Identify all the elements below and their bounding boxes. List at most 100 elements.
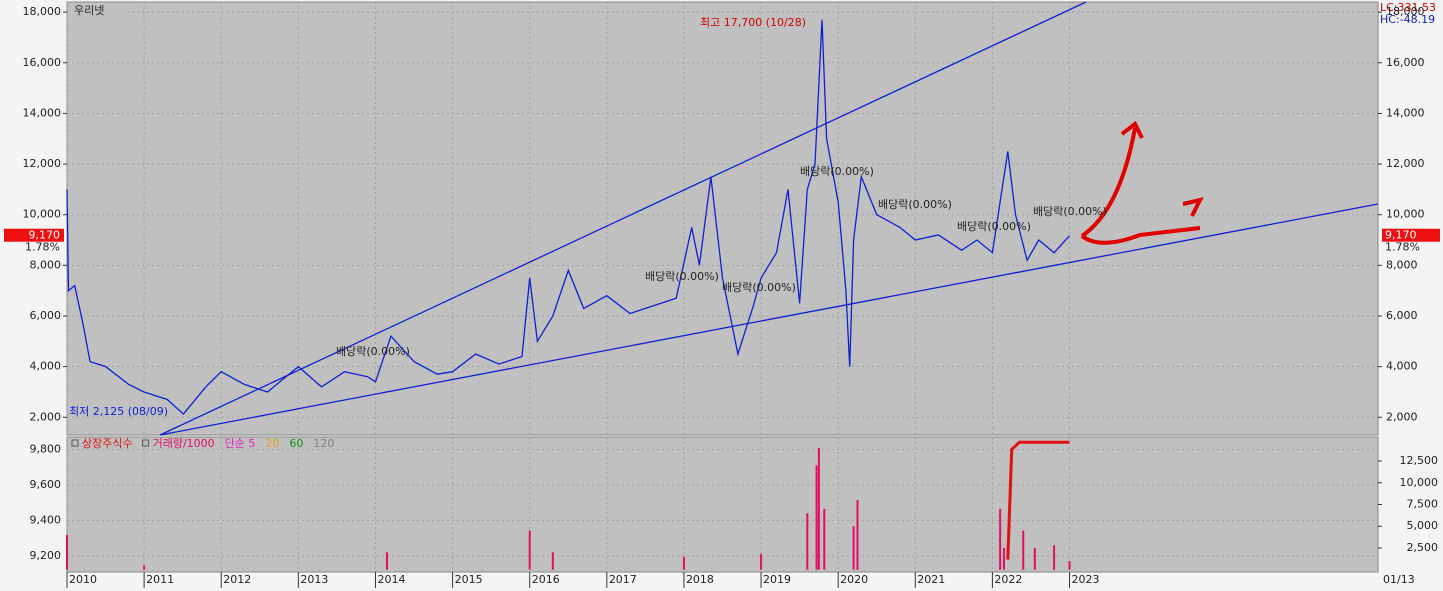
y-tick-label: 16,000 xyxy=(1386,56,1425,69)
x-tick-label: 2018 xyxy=(686,573,714,586)
dividend-label: 배당락(0.00%) xyxy=(645,270,719,283)
volume-bar xyxy=(856,500,859,570)
x-tick-label: 2019 xyxy=(763,573,791,586)
x-tick-label: 2020 xyxy=(840,573,868,586)
x-tick-label: 2014 xyxy=(377,573,405,586)
trend-line xyxy=(159,203,1379,436)
y-tick-label: 8,000 xyxy=(30,258,62,271)
x-tick-label: 2015 xyxy=(455,573,483,586)
trend-line xyxy=(159,1,1087,436)
shares-line xyxy=(1006,440,1070,560)
volume-bar xyxy=(1022,530,1025,570)
y-tick-label: 9,400 xyxy=(30,513,62,526)
y2-tick-label: 10,000 xyxy=(1400,476,1439,489)
y2-tick-label: 2,500 xyxy=(1407,541,1439,554)
volume-bar xyxy=(760,554,763,570)
x-tick-label: 2016 xyxy=(532,573,560,586)
dividend-label: 배당락(0.00%) xyxy=(957,220,1031,233)
y2-tick-label: 5,000 xyxy=(1407,519,1439,532)
y2-tick-label: 12,500 xyxy=(1400,454,1439,467)
x-tick-label: 2023 xyxy=(1072,573,1100,586)
legend-swatch xyxy=(142,439,150,447)
volume-bar xyxy=(806,513,809,570)
price-line xyxy=(66,19,1070,416)
volume-panel xyxy=(66,436,1379,573)
last-price-box xyxy=(1382,228,1440,242)
hand-arrow xyxy=(1120,120,1144,139)
x-tick-label: 2021 xyxy=(917,573,945,586)
volume-bar xyxy=(143,565,146,570)
x-tick-label: 2010 xyxy=(69,573,97,586)
volume-bar xyxy=(823,508,826,570)
y-tick-label: 2,000 xyxy=(1386,410,1418,423)
volume-bar xyxy=(999,508,1002,570)
volume-bar xyxy=(682,556,685,570)
high-label: 최고 17,700 (10/28) xyxy=(700,16,806,29)
volume-bar xyxy=(815,465,818,570)
change-label: 1.78% xyxy=(25,241,60,254)
y-tick-label: 4,000 xyxy=(1386,360,1418,373)
y-tick-label: 16,000 xyxy=(23,56,62,69)
last-price-label: 9,170 xyxy=(29,229,61,242)
y-tick-label: 9,600 xyxy=(30,478,62,491)
lc-label: LC:331.53 xyxy=(1380,1,1436,14)
dividend-label: 배당락(0.00%) xyxy=(878,198,952,211)
volume-bar xyxy=(528,530,531,570)
y-tick-label: 14,000 xyxy=(1386,106,1425,119)
y-tick-label: 18,000 xyxy=(23,5,62,18)
y-tick-label: 12,000 xyxy=(23,157,62,170)
legend-label: 상장주식수 xyxy=(82,437,133,450)
volume-bar xyxy=(1002,547,1005,570)
x-tick-label: 2017 xyxy=(609,573,637,586)
x-tick-label: 2011 xyxy=(146,573,174,586)
volume-bar xyxy=(817,447,820,570)
y-tick-label: 12,000 xyxy=(1386,157,1425,170)
y-tick-label: 8,000 xyxy=(1386,258,1418,271)
x-tick-label: 2013 xyxy=(300,573,328,586)
chart-title: 우리넷 xyxy=(74,4,104,17)
legend-swatch xyxy=(71,439,79,447)
hand-arrow xyxy=(1080,127,1137,238)
y2-tick-label: 7,500 xyxy=(1407,498,1439,511)
last-price-label: 9,170 xyxy=(1385,229,1417,242)
y-tick-label: 6,000 xyxy=(30,309,62,322)
date-label: 01/13 xyxy=(1383,573,1415,586)
volume-bar xyxy=(1068,561,1071,570)
legend-label: 단순 5 xyxy=(225,437,256,450)
dividend-label: 배당락(0.00%) xyxy=(336,345,410,358)
marks xyxy=(66,19,1071,570)
x-tick-label: 2012 xyxy=(223,573,251,586)
legend-label: 60 xyxy=(289,437,303,450)
volume-bar xyxy=(1053,545,1056,570)
x-tick-label: 2022 xyxy=(994,573,1022,586)
legend-label: 120 xyxy=(313,437,334,450)
legend-label: 20 xyxy=(265,437,279,450)
volume-bar xyxy=(551,552,554,570)
y-tick-label: 9,200 xyxy=(30,549,62,562)
y-tick-label: 14,000 xyxy=(23,106,62,119)
dividend-label: 배당락(0.00%) xyxy=(722,281,796,294)
volume-bar xyxy=(66,534,68,570)
dividend-label: 배당락(0.00%) xyxy=(1033,205,1107,218)
volume-bar xyxy=(386,552,389,570)
y-tick-label: 10,000 xyxy=(23,208,62,221)
change-label: 1.78% xyxy=(1385,241,1420,254)
hand-arrow xyxy=(1182,197,1204,217)
y-tick-label: 6,000 xyxy=(1386,309,1418,322)
price-panel xyxy=(66,1,1379,436)
volume-bar xyxy=(852,526,855,570)
legend-label: 거래량/1000 xyxy=(153,437,215,450)
grid xyxy=(66,2,1378,572)
title-box xyxy=(72,4,124,18)
y-tick-label: 4,000 xyxy=(30,360,62,373)
y-tick-label: 2,000 xyxy=(30,410,62,423)
y-tick-label: 9,800 xyxy=(30,442,62,455)
hc-label: HC:-48.19 xyxy=(1380,13,1435,26)
hand-arrow xyxy=(1080,226,1201,245)
last-price-box xyxy=(4,228,64,242)
dividend-label: 배당락(0.00%) xyxy=(800,165,874,178)
low-label: 최저 2,125 (08/09) xyxy=(69,405,168,418)
y-tick-label: 10,000 xyxy=(1386,208,1425,221)
y-tick-label: 18,000 xyxy=(1386,5,1425,18)
